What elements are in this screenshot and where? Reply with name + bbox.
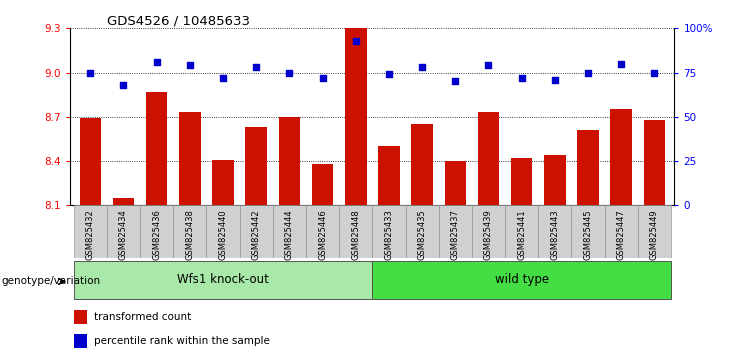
Bar xyxy=(505,205,538,258)
Point xyxy=(383,72,395,77)
Bar xyxy=(245,127,267,205)
Text: GSM825433: GSM825433 xyxy=(385,209,393,260)
Point xyxy=(150,59,162,65)
Text: transformed count: transformed count xyxy=(93,312,191,322)
Point xyxy=(350,38,362,44)
Text: GDS4526 / 10485633: GDS4526 / 10485633 xyxy=(107,14,250,27)
Bar xyxy=(73,334,87,348)
Bar xyxy=(405,205,439,258)
Text: GSM825446: GSM825446 xyxy=(318,209,327,260)
Point xyxy=(316,75,328,81)
Bar xyxy=(445,161,466,205)
Bar xyxy=(207,205,239,258)
Bar xyxy=(79,118,101,205)
Text: GSM825436: GSM825436 xyxy=(152,209,162,260)
Text: GSM825442: GSM825442 xyxy=(252,209,261,260)
Bar xyxy=(113,198,134,205)
Bar xyxy=(239,205,273,258)
Text: GSM825432: GSM825432 xyxy=(86,209,95,260)
Bar xyxy=(345,0,367,205)
Text: GSM825439: GSM825439 xyxy=(484,209,493,260)
Text: wild type: wild type xyxy=(494,273,549,286)
Point xyxy=(449,79,461,84)
Bar xyxy=(378,146,399,205)
Bar xyxy=(577,130,599,205)
Bar xyxy=(478,112,499,205)
Bar xyxy=(538,205,571,258)
Text: GSM825449: GSM825449 xyxy=(650,209,659,260)
Point xyxy=(516,75,528,81)
Text: GSM825440: GSM825440 xyxy=(219,209,227,260)
Text: GSM825441: GSM825441 xyxy=(517,209,526,260)
Bar xyxy=(212,160,234,205)
Point xyxy=(582,70,594,75)
Bar xyxy=(306,205,339,258)
Point xyxy=(549,77,561,82)
Bar xyxy=(107,205,140,258)
Point xyxy=(284,70,296,75)
Point xyxy=(615,61,627,67)
Text: GSM825438: GSM825438 xyxy=(185,209,194,260)
Bar xyxy=(73,310,87,324)
Text: GSM825443: GSM825443 xyxy=(551,209,559,260)
Bar xyxy=(73,261,373,299)
Text: genotype/variation: genotype/variation xyxy=(1,276,101,286)
Point xyxy=(482,63,494,68)
Bar xyxy=(611,109,632,205)
Text: GSM825448: GSM825448 xyxy=(351,209,360,260)
Bar xyxy=(279,117,300,205)
Bar xyxy=(544,155,565,205)
Text: GSM825437: GSM825437 xyxy=(451,209,460,260)
Bar xyxy=(146,92,167,205)
Bar xyxy=(179,112,201,205)
Bar xyxy=(571,205,605,258)
Bar xyxy=(372,261,671,299)
Text: Wfs1 knock-out: Wfs1 knock-out xyxy=(177,273,269,286)
Bar xyxy=(411,124,433,205)
Text: percentile rank within the sample: percentile rank within the sample xyxy=(93,336,270,346)
Text: GSM825434: GSM825434 xyxy=(119,209,128,260)
Text: GSM825435: GSM825435 xyxy=(418,209,427,260)
Bar xyxy=(312,164,333,205)
Bar xyxy=(73,205,107,258)
Point xyxy=(416,64,428,70)
Bar xyxy=(511,158,533,205)
Point xyxy=(217,75,229,81)
Bar xyxy=(140,205,173,258)
Text: GSM825445: GSM825445 xyxy=(583,209,593,260)
Text: GSM825447: GSM825447 xyxy=(617,209,625,260)
Bar xyxy=(173,205,207,258)
Bar xyxy=(439,205,472,258)
Point xyxy=(250,64,262,70)
Bar xyxy=(273,205,306,258)
Bar xyxy=(372,205,405,258)
Point xyxy=(648,70,660,75)
Bar xyxy=(638,205,671,258)
Point xyxy=(184,63,196,68)
Text: GSM825444: GSM825444 xyxy=(285,209,294,260)
Bar xyxy=(472,205,505,258)
Point xyxy=(84,70,96,75)
Bar xyxy=(605,205,638,258)
Bar xyxy=(644,120,665,205)
Point xyxy=(118,82,130,88)
Bar xyxy=(339,205,373,258)
